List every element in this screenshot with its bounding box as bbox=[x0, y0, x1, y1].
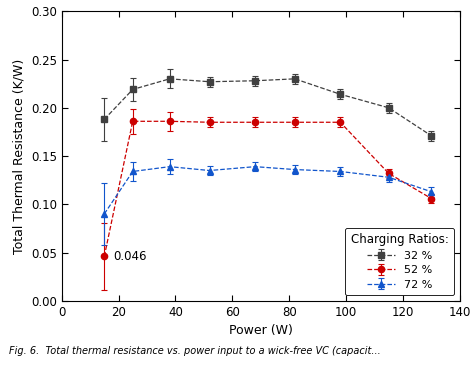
Y-axis label: Total Thermal Resistance (K/W): Total Thermal Resistance (K/W) bbox=[12, 58, 25, 254]
Text: 0.046: 0.046 bbox=[113, 250, 146, 263]
Legend: 32 %, 52 %, 72 %: 32 %, 52 %, 72 % bbox=[345, 228, 454, 295]
Text: Fig. 6.  Total thermal resistance vs. power input to a wick-free VC (capacit...: Fig. 6. Total thermal resistance vs. pow… bbox=[9, 346, 381, 356]
X-axis label: Power (W): Power (W) bbox=[229, 324, 292, 337]
